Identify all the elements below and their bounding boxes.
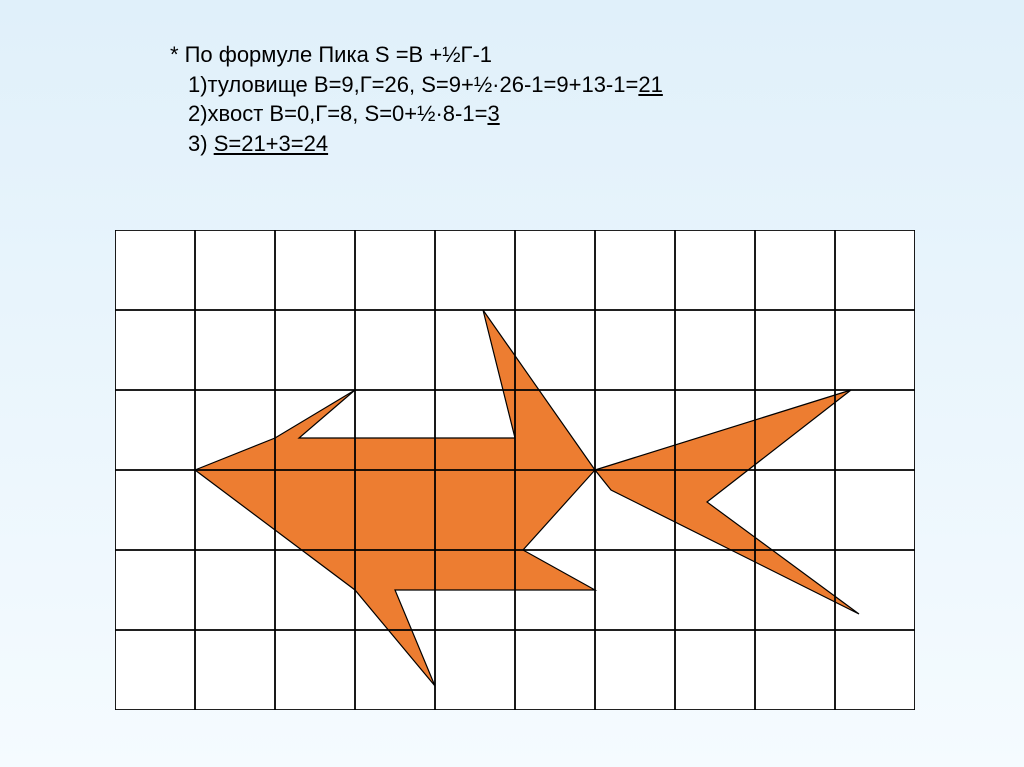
formula-line-1: По формуле Пика S =В +½Г-1 bbox=[185, 42, 492, 67]
formula-line-4-prefix: 3) bbox=[188, 131, 214, 156]
fish-svg bbox=[115, 230, 915, 710]
formula-line-3: 2)хвост В=0,Г=8, S=0+½·8-1= bbox=[188, 101, 487, 126]
formula-text: *По формуле Пика S =В +½Г-1 1)туловище В… bbox=[170, 40, 663, 159]
formula-line-3-result: 3 bbox=[487, 101, 499, 126]
formula-line-2: 1)туловище В=9,Г=26, S=9+½·26-1=9+13-1= bbox=[188, 72, 638, 97]
bullet-star: * bbox=[170, 42, 179, 67]
formula-line-4-result: S=21+3=24 bbox=[214, 131, 328, 156]
formula-line-2-result: 21 bbox=[638, 72, 662, 97]
grid-figure bbox=[115, 230, 915, 710]
